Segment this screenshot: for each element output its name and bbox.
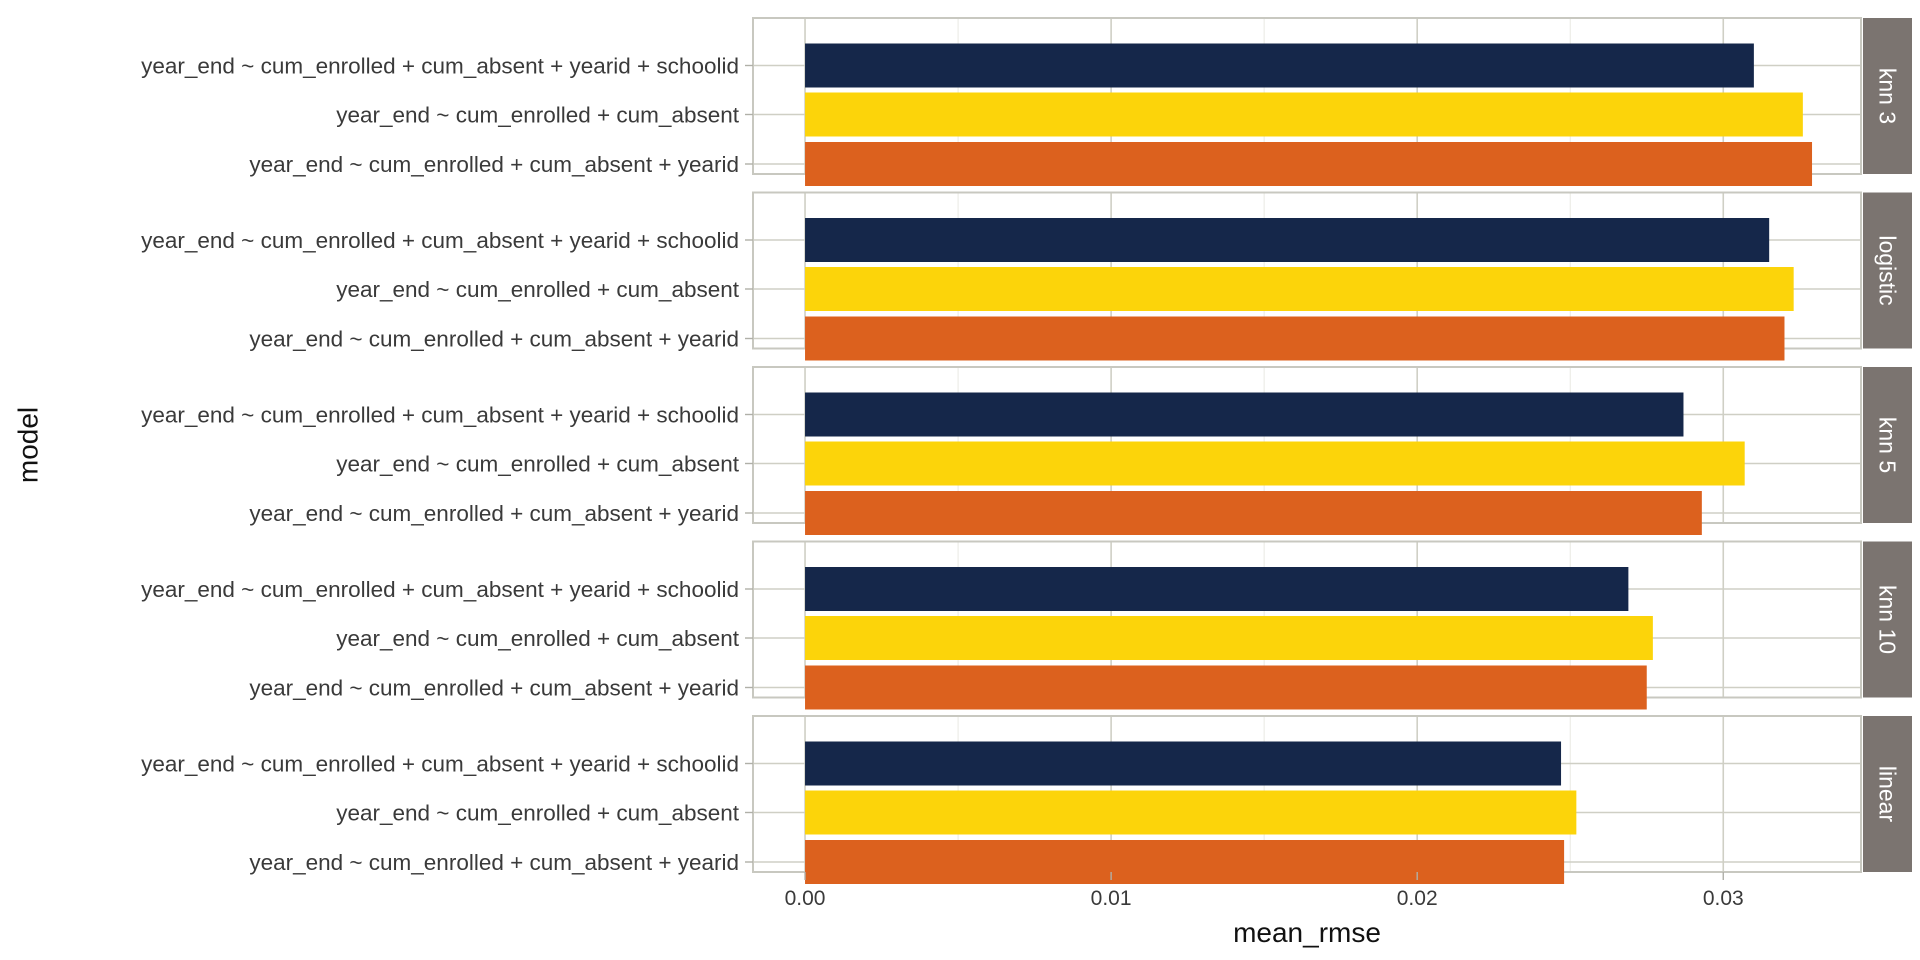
facet-strip-label: knn 10 bbox=[1875, 585, 1901, 654]
facet-strip bbox=[1863, 541, 1912, 698]
y-tick-label: year_end ~ cum_enrolled + cum_absent + y… bbox=[249, 850, 739, 875]
facet-strip bbox=[1863, 716, 1912, 872]
bar bbox=[805, 218, 1770, 262]
x-axis-title: mean_rmse bbox=[1233, 917, 1381, 948]
bar bbox=[805, 43, 1754, 88]
bar bbox=[805, 616, 1653, 660]
bar bbox=[805, 92, 1803, 137]
bar bbox=[805, 840, 1565, 884]
y-tick-label: year_end ~ cum_enrolled + cum_absent + y… bbox=[141, 577, 739, 602]
x-tick-label: 0.03 bbox=[1703, 887, 1744, 910]
y-tick-label: year_end ~ cum_enrolled + cum_absent + y… bbox=[141, 228, 739, 253]
bar bbox=[805, 790, 1577, 835]
bar bbox=[805, 491, 1702, 535]
bar bbox=[805, 267, 1794, 311]
facet-strip bbox=[1863, 367, 1912, 523]
y-tick-label: year_end ~ cum_enrolled + cum_absent + y… bbox=[141, 752, 739, 777]
bar bbox=[805, 567, 1629, 611]
y-tick-label: year_end ~ cum_enrolled + cum_absent + y… bbox=[249, 327, 739, 352]
bar bbox=[805, 665, 1647, 710]
y-tick-label: year_end ~ cum_enrolled + cum_absent bbox=[336, 103, 740, 128]
y-tick-label: year_end ~ cum_enrolled + cum_absent bbox=[336, 452, 740, 477]
y-tick-label: year_end ~ cum_enrolled + cum_absent + y… bbox=[249, 676, 739, 701]
bar bbox=[805, 392, 1684, 437]
facet-strip-label: linear bbox=[1875, 766, 1901, 823]
y-axis-title: model bbox=[13, 407, 44, 483]
y-tick-label: year_end ~ cum_enrolled + cum_absent + y… bbox=[249, 152, 739, 177]
facet-strip bbox=[1863, 192, 1912, 349]
facet-strip-label: logistic bbox=[1875, 235, 1901, 305]
y-tick-label: year_end ~ cum_enrolled + cum_absent + y… bbox=[141, 54, 739, 79]
y-tick-label: year_end ~ cum_enrolled + cum_absent bbox=[336, 626, 740, 651]
facet-strip bbox=[1863, 18, 1912, 174]
facet-strip-label: knn 5 bbox=[1875, 417, 1901, 473]
bar bbox=[805, 316, 1785, 361]
bar bbox=[805, 142, 1813, 186]
y-tick-label: year_end ~ cum_enrolled + cum_absent bbox=[336, 277, 740, 302]
x-tick-label: 0.02 bbox=[1397, 887, 1438, 910]
facet-strip-label: knn 3 bbox=[1875, 68, 1901, 124]
y-tick-label: year_end ~ cum_enrolled + cum_absent + y… bbox=[141, 403, 739, 428]
bar bbox=[805, 441, 1745, 486]
x-tick-label: 0.00 bbox=[785, 887, 826, 910]
y-tick-label: year_end ~ cum_enrolled + cum_absent + y… bbox=[249, 501, 739, 526]
bar bbox=[805, 741, 1562, 786]
y-tick-label: year_end ~ cum_enrolled + cum_absent bbox=[336, 801, 740, 826]
x-tick-label: 0.01 bbox=[1091, 887, 1132, 910]
